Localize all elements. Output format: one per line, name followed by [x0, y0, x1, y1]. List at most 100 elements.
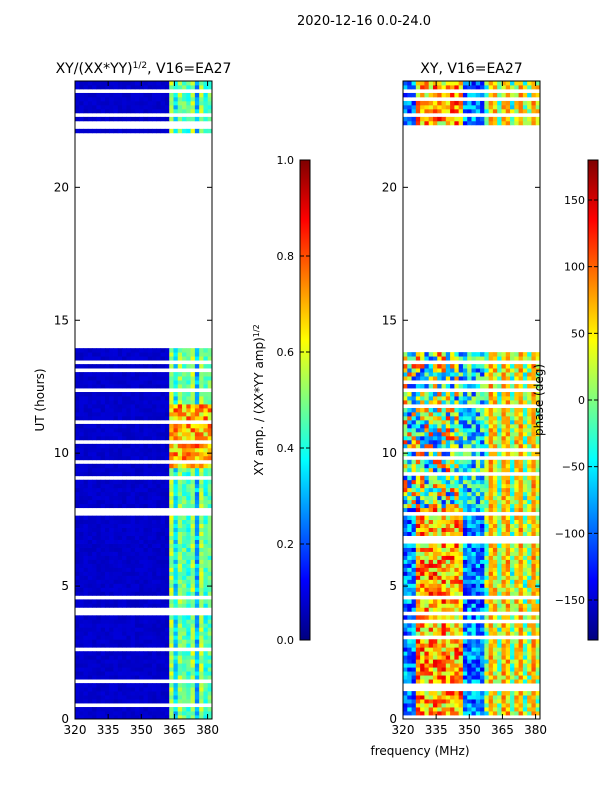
heatmap-cell — [445, 491, 451, 497]
heatmap-cell — [522, 407, 528, 413]
heatmap-cell — [415, 523, 421, 528]
heatmap-cell — [109, 555, 114, 560]
heatmap-cell — [143, 392, 149, 397]
heatmap-cell — [531, 679, 537, 684]
heatmap-cell — [531, 431, 537, 437]
heatmap-cell — [501, 499, 507, 505]
heatmap-cell — [518, 507, 524, 513]
heatmap-cell — [424, 663, 430, 668]
heatmap-cell — [522, 663, 528, 668]
heatmap-cell — [87, 695, 93, 700]
heatmap-cell — [143, 523, 149, 528]
heatmap-cell — [527, 639, 532, 644]
heatmap-cell — [143, 591, 149, 596]
heatmap-cell — [531, 707, 537, 712]
heatmap-cell — [199, 639, 204, 644]
heatmap-cell — [531, 400, 537, 405]
heatmap-cell — [182, 547, 187, 552]
heatmap-cell — [207, 411, 213, 417]
heatmap-cell — [92, 471, 97, 477]
heatmap-cell — [450, 699, 455, 704]
heatmap-cell — [522, 587, 528, 592]
heatmap-cell — [510, 695, 515, 700]
heatmap-cell — [518, 479, 524, 485]
heatmap-cell — [488, 555, 494, 560]
heatmap-cell — [505, 667, 511, 672]
heatmap-cell — [454, 551, 460, 556]
heatmap-cell — [480, 667, 485, 672]
heatmap-cell — [96, 667, 102, 672]
heatmap-cell — [134, 651, 140, 656]
heatmap-cell — [428, 631, 434, 636]
heatmap-cell — [428, 463, 434, 469]
heatmap-cell — [424, 443, 430, 449]
heatmap-cell — [147, 683, 153, 688]
heatmap-cell — [173, 423, 179, 429]
heatmap-cell — [83, 108, 89, 114]
heatmap-cell — [186, 411, 191, 417]
heatmap-cell — [475, 527, 481, 532]
heatmap-cell — [152, 364, 157, 369]
heatmap-cell — [160, 535, 166, 540]
heatmap-cell — [177, 623, 183, 628]
heatmap-cell — [194, 667, 200, 672]
heatmap-cell — [445, 400, 451, 405]
heatmap-cell — [104, 455, 110, 461]
heatmap-cell — [152, 411, 157, 417]
heatmap-cell — [130, 435, 136, 441]
heatmap-cell — [432, 675, 438, 680]
heatmap-cell — [96, 487, 102, 493]
heatmap-cell — [152, 675, 157, 680]
heatmap-cell — [182, 623, 187, 628]
heatmap-cell — [424, 515, 430, 521]
heatmap-cell — [134, 384, 140, 389]
heatmap-cell — [134, 463, 140, 469]
heatmap-cell — [462, 531, 468, 536]
heatmap-cell — [522, 631, 528, 636]
heatmap-cell — [186, 84, 191, 90]
heatmap-cell — [492, 579, 498, 584]
heatmap-cell — [182, 92, 187, 98]
heatmap-cell — [484, 495, 490, 501]
heatmap-cell — [182, 443, 187, 449]
heatmap-cell — [169, 687, 174, 692]
heatmap-cell — [458, 479, 464, 485]
heatmap-cell — [122, 356, 127, 361]
heatmap-cell — [471, 555, 477, 560]
heatmap-cell — [126, 364, 132, 369]
heatmap-cell — [130, 108, 136, 114]
heatmap-cell — [450, 463, 455, 469]
heatmap-cell — [454, 411, 460, 417]
heatmap-cell — [475, 419, 481, 425]
heatmap-cell — [450, 551, 455, 556]
heatmap-cell — [169, 591, 174, 596]
heatmap-cell — [458, 531, 464, 536]
heatmap-cell — [518, 523, 524, 528]
heatmap-cell — [87, 619, 93, 624]
heatmap-cell — [484, 711, 490, 716]
heatmap-cell — [169, 479, 174, 485]
heatmap-cell — [420, 515, 425, 521]
heatmap-cell — [497, 675, 502, 680]
heatmap-cell — [203, 543, 209, 548]
heatmap-cell — [207, 443, 213, 449]
heatmap-cell — [535, 407, 541, 413]
heatmap-cell — [160, 403, 166, 409]
heatmap-cell — [83, 715, 89, 720]
heatmap-cell — [113, 691, 119, 696]
heatmap-cell — [428, 507, 434, 513]
heatmap-cell — [492, 647, 498, 652]
heatmap-cell — [92, 403, 97, 409]
heatmap-cell — [173, 559, 179, 564]
heatmap-cell — [173, 443, 179, 449]
heatmap-cell — [194, 447, 200, 453]
heatmap-cell — [454, 571, 460, 576]
heatmap-cell — [462, 567, 468, 572]
heatmap-cell — [199, 583, 204, 588]
heatmap-cell — [122, 547, 127, 552]
heatmap-cell — [415, 615, 421, 620]
heatmap-cell — [424, 419, 430, 425]
heatmap-cell — [471, 400, 477, 405]
heatmap-cell — [173, 599, 179, 604]
